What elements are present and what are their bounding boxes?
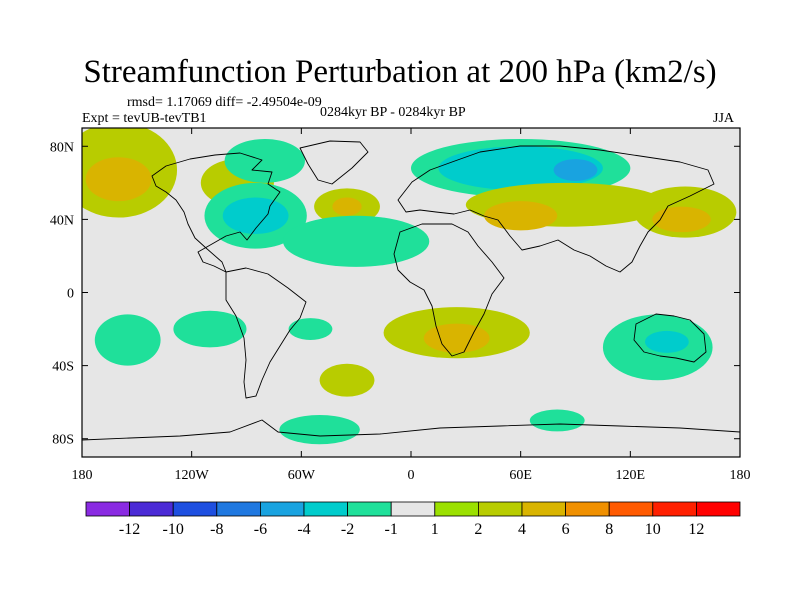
lon-tick-label: 0 xyxy=(408,468,415,483)
colorbar-box xyxy=(652,501,697,517)
contour-region xyxy=(319,363,375,397)
colorbar-label: -6 xyxy=(254,521,267,538)
coastline-south-america xyxy=(225,267,307,399)
experiment-label: Expt = tevUB-tevTB1 xyxy=(82,111,207,126)
lon-tick-label: 120W xyxy=(175,468,210,483)
colorbar-label: 2 xyxy=(474,521,482,538)
contour-region xyxy=(85,157,152,202)
coastline-eurasia xyxy=(397,145,715,273)
colorbar-box xyxy=(129,501,174,517)
contour-region xyxy=(332,197,362,216)
colorbar-label: 6 xyxy=(562,521,570,538)
axis-ticks: 180 120W 60W 0 60E 120E 180 80N 40N 0 40S 80S xyxy=(50,128,751,483)
colorbar-box xyxy=(696,501,741,517)
contour-region xyxy=(279,414,360,445)
lon-tick-label: 180 xyxy=(72,468,93,483)
contour-region xyxy=(652,206,711,233)
contour-region xyxy=(484,201,558,231)
contour-region xyxy=(224,138,305,183)
coastline-greenland xyxy=(299,140,369,185)
colorbar-box xyxy=(434,501,479,517)
colorbar-label: -12 xyxy=(119,521,140,538)
coastline-north-america xyxy=(151,152,281,273)
colorbar-label: 12 xyxy=(688,521,704,538)
colorbar-label: -1 xyxy=(385,521,398,538)
colorbar-label: 1 xyxy=(431,521,439,538)
contour-region xyxy=(283,215,430,267)
colorbar-box xyxy=(259,501,305,517)
contour-region xyxy=(288,318,333,341)
colorbar-box xyxy=(477,501,523,517)
colorbar-box xyxy=(172,501,218,517)
contour-region xyxy=(222,197,289,235)
coastline-antarctica xyxy=(82,419,740,441)
colorbar: -12 -10 -8 -6 -4 -2 -1 1 2 4 6 8 10 12 xyxy=(85,501,741,538)
colorbar-box xyxy=(521,501,566,517)
contour-region xyxy=(438,146,603,191)
colorbar-box xyxy=(85,501,130,517)
coastlines xyxy=(82,140,740,441)
colorbar-label: 8 xyxy=(605,521,613,538)
lat-tick-label: 80S xyxy=(52,433,74,448)
coastline-africa xyxy=(393,223,505,357)
lat-tick-label: 80N xyxy=(50,140,74,155)
colorbar-box xyxy=(347,501,392,517)
lat-tick-label: 40N xyxy=(50,213,74,228)
map-background xyxy=(82,128,740,457)
colorbar-label: 10 xyxy=(645,521,661,538)
coastline-australia xyxy=(633,313,707,363)
colorbar-label: -8 xyxy=(210,521,223,538)
colorbar-box xyxy=(608,501,654,517)
colorbar-label: 4 xyxy=(518,521,526,538)
contour-region xyxy=(423,323,490,353)
lon-tick-label: 180 xyxy=(730,468,751,483)
lon-tick-label: 60W xyxy=(288,468,316,483)
lon-tick-label: 120E xyxy=(616,468,646,483)
contour-region xyxy=(173,310,247,348)
contour-region xyxy=(94,314,161,366)
contour-region xyxy=(553,159,598,182)
season-label: JJA xyxy=(713,111,735,126)
stats-label: rmsd= 1.17069 diff= -2.49504e-09 xyxy=(127,95,322,110)
contour-region xyxy=(529,409,585,432)
period-label: 0284kyr BP - 0284kyr BP xyxy=(320,105,466,120)
contour-region xyxy=(644,330,689,353)
lat-tick-label: 40S xyxy=(52,360,74,375)
colorbar-label: -2 xyxy=(341,521,354,538)
colorbar-box xyxy=(390,501,436,517)
lon-tick-label: 60E xyxy=(509,468,532,483)
colorbar-label: -4 xyxy=(297,521,310,538)
colorbar-label: -10 xyxy=(163,521,184,538)
plot-title: Streamfunction Perturbation at 200 hPa (… xyxy=(83,54,717,90)
colorbar-box xyxy=(565,501,610,517)
contour-field xyxy=(82,128,737,445)
colorbar-box xyxy=(216,501,261,517)
lat-tick-label: 0 xyxy=(67,287,74,302)
colorbar-box xyxy=(303,501,348,517)
